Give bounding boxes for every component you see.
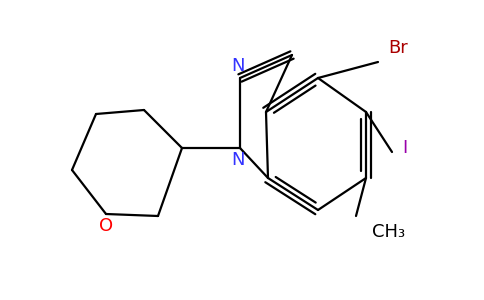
Text: N: N (231, 151, 245, 169)
Text: Br: Br (388, 39, 408, 57)
Text: CH₃: CH₃ (372, 223, 405, 241)
Text: N: N (231, 57, 245, 75)
Text: O: O (99, 217, 113, 235)
Text: I: I (402, 139, 407, 157)
